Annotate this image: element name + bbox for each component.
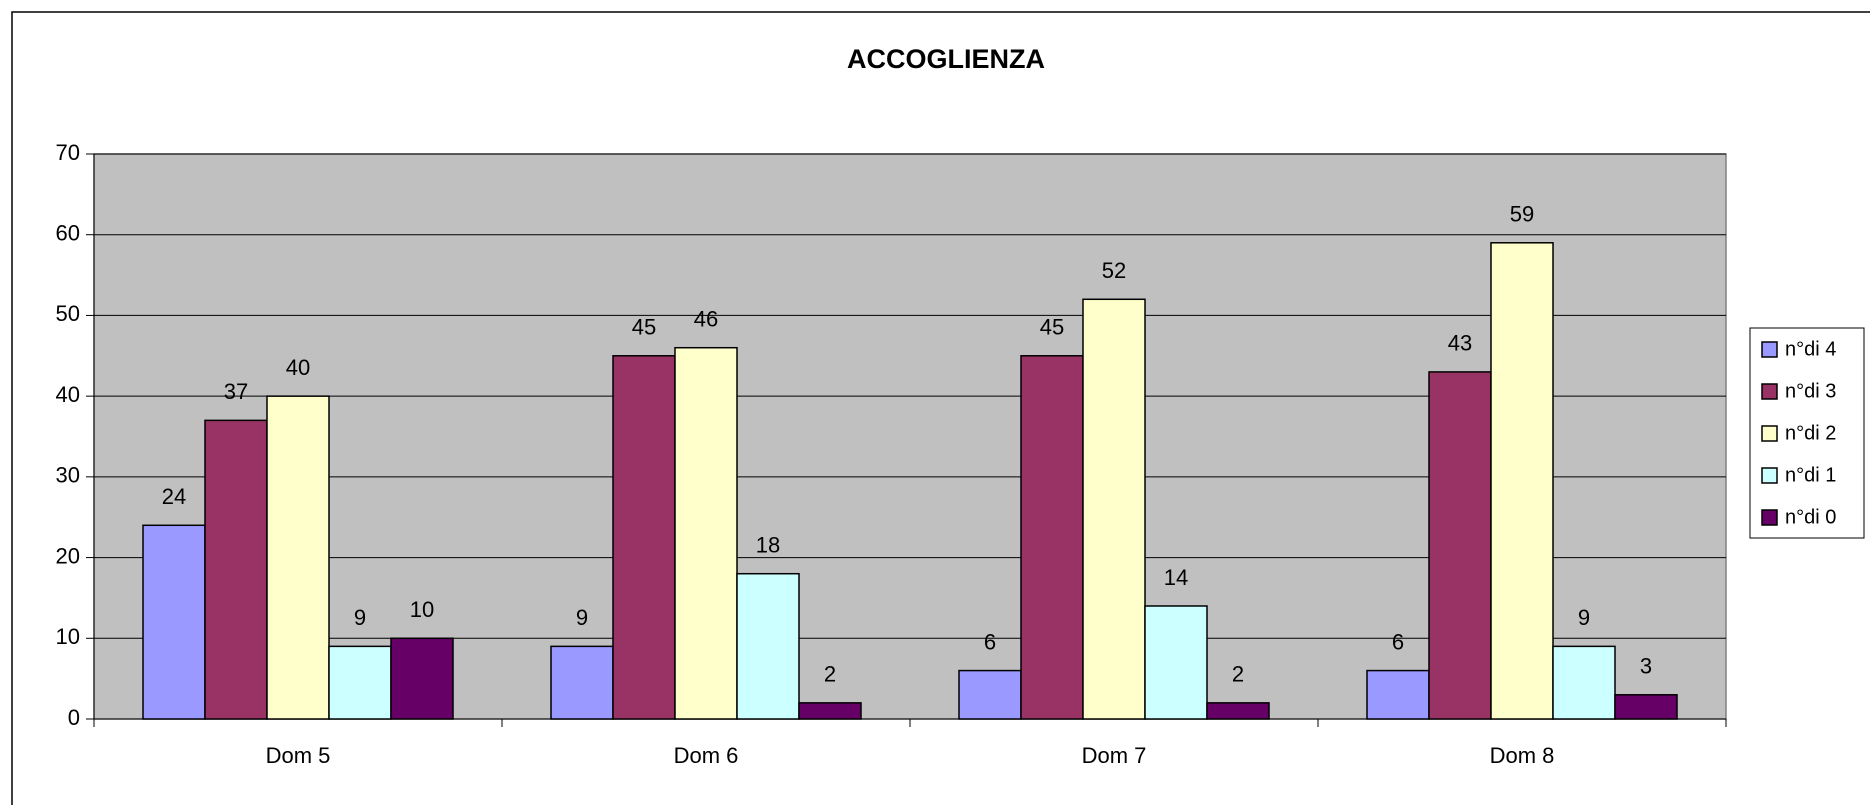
bar — [142, 524, 206, 720]
data-label: 43 — [1448, 331, 1472, 356]
bar — [1614, 694, 1678, 720]
bar — [204, 419, 268, 720]
legend-label: n°di 4 — [1785, 338, 1836, 360]
bar — [674, 346, 738, 720]
bar — [328, 645, 392, 720]
data-label: 18 — [756, 533, 780, 558]
bar — [612, 355, 676, 720]
bar — [958, 669, 1022, 720]
bar — [798, 702, 862, 720]
bar — [1020, 355, 1084, 720]
x-tick-label: Dom 5 — [266, 743, 331, 768]
data-label: 37 — [224, 379, 248, 404]
bar — [390, 637, 454, 720]
data-label: 45 — [1040, 315, 1064, 340]
bar — [736, 572, 800, 720]
legend-label: n°di 3 — [1785, 380, 1836, 402]
data-label: 2 — [1232, 662, 1244, 687]
bar — [1428, 371, 1492, 720]
legend-swatch — [1761, 341, 1778, 358]
data-label: 14 — [1164, 565, 1188, 590]
legend-swatch — [1761, 467, 1778, 484]
x-tick-label: Dom 8 — [1490, 743, 1555, 768]
legend-label: n°di 1 — [1785, 464, 1836, 486]
bar — [1552, 645, 1616, 720]
bar — [1206, 702, 1270, 720]
bar — [1144, 605, 1208, 720]
legend-label: n°di 0 — [1785, 506, 1836, 528]
data-label: 46 — [694, 307, 718, 332]
data-label: 10 — [410, 597, 434, 622]
data-label: 6 — [1392, 629, 1404, 654]
data-label: 9 — [354, 605, 366, 630]
x-tick-label: Dom 6 — [674, 743, 739, 768]
legend-swatch — [1761, 425, 1778, 442]
y-tick-label: 0 — [68, 705, 80, 730]
y-tick-label: 10 — [56, 624, 80, 649]
y-tick-label: 50 — [56, 301, 80, 326]
y-tick-label: 40 — [56, 382, 80, 407]
legend-swatch — [1761, 383, 1778, 400]
bar — [266, 395, 330, 720]
data-label: 2 — [824, 662, 836, 687]
legend-label: n°di 2 — [1785, 422, 1836, 444]
y-tick-label: 60 — [56, 221, 80, 246]
bar — [1366, 669, 1430, 720]
data-label: 59 — [1510, 202, 1534, 227]
data-label: 45 — [632, 315, 656, 340]
chart-title: ACCOGLIENZA — [847, 44, 1045, 74]
data-label: 9 — [576, 605, 588, 630]
bar — [1490, 242, 1554, 720]
data-label: 3 — [1640, 654, 1652, 679]
data-label: 6 — [984, 629, 996, 654]
data-label: 24 — [162, 484, 186, 509]
data-label: 52 — [1102, 258, 1126, 283]
x-tick-label: Dom 7 — [1082, 743, 1147, 768]
y-tick-label: 20 — [56, 543, 80, 568]
y-tick-label: 30 — [56, 463, 80, 488]
bar — [1082, 298, 1146, 720]
data-label: 9 — [1578, 605, 1590, 630]
legend-swatch — [1761, 509, 1778, 526]
data-label: 40 — [286, 355, 310, 380]
y-tick-label: 70 — [56, 140, 80, 165]
bar — [550, 645, 614, 720]
